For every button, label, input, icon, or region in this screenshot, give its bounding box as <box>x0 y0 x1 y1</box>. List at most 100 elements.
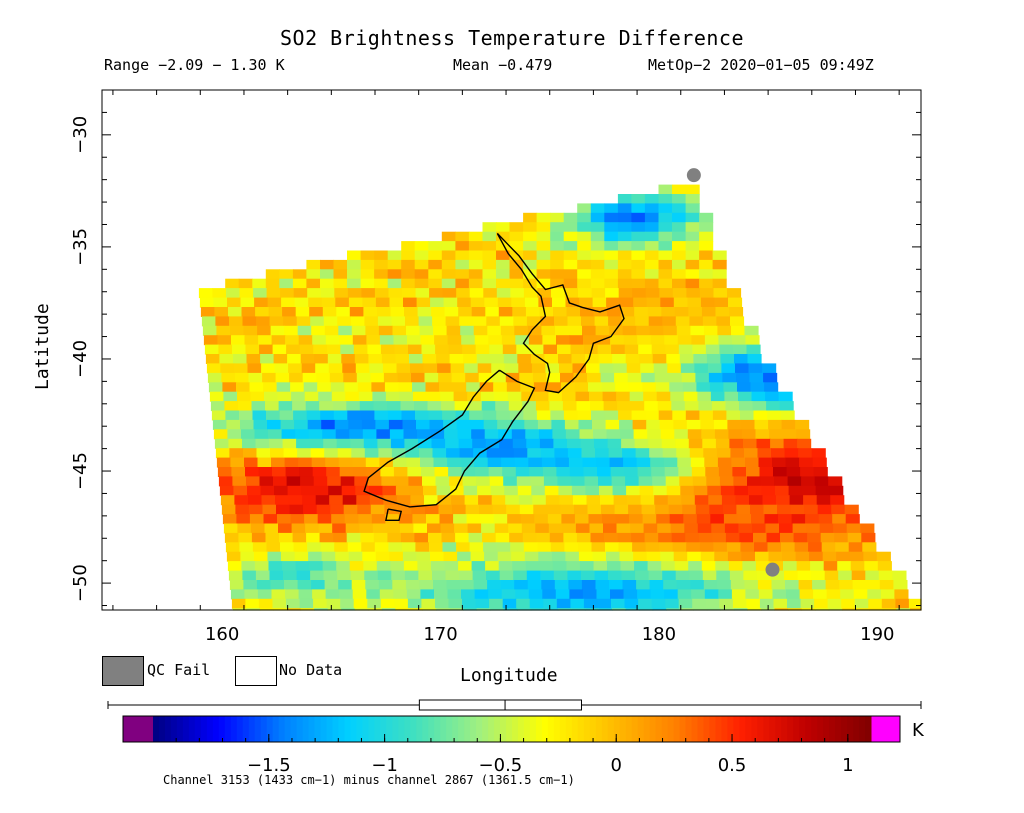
heatmap-cell <box>441 231 456 242</box>
heatmap-cell <box>795 419 810 430</box>
colorbar-tick-label: 0.5 <box>718 755 747 776</box>
heatmap-cell <box>678 598 693 609</box>
heatmap-cell <box>715 307 730 317</box>
heatmap-cell <box>764 514 779 525</box>
heatmap-cell <box>672 410 687 421</box>
heatmap-cell <box>669 382 684 393</box>
heatmap-cell <box>820 532 835 543</box>
heatmap-cell <box>354 354 369 364</box>
heatmap-cell <box>663 325 678 336</box>
heatmap-cell <box>328 363 343 374</box>
heatmap-cell <box>491 495 506 506</box>
heatmap-cell <box>563 269 578 280</box>
y-tick-label: −50 <box>70 564 91 602</box>
heatmap-cell <box>656 514 671 525</box>
heatmap-cell <box>685 184 700 195</box>
heatmap-cell <box>352 457 367 468</box>
colorbar-segment <box>847 716 854 742</box>
heatmap-cell <box>403 297 418 308</box>
heatmap-cell <box>672 222 687 233</box>
heatmap-cell <box>757 580 772 590</box>
colorbar-segment <box>703 716 710 742</box>
heatmap-cell <box>518 363 533 374</box>
colorbar-segment <box>266 716 274 742</box>
heatmap-cell <box>535 523 550 534</box>
heatmap-cell <box>437 495 452 506</box>
heatmap-cell <box>309 307 324 317</box>
heatmap-cell <box>593 429 608 440</box>
heatmap-cell <box>265 401 280 412</box>
heatmap-cell <box>256 448 271 459</box>
heatmap-cell <box>590 401 605 412</box>
heatmap-cell <box>287 485 302 496</box>
heatmap-cell <box>692 598 707 609</box>
heatmap-cell <box>706 476 721 487</box>
heatmap-cell <box>738 391 753 402</box>
heatmap-cell <box>822 551 837 562</box>
heatmap-cell <box>378 448 393 459</box>
heatmap-cell <box>577 222 592 233</box>
heatmap-cell <box>590 269 605 280</box>
colorbar-tick-label: 1 <box>842 755 853 776</box>
heatmap-cell <box>242 438 257 449</box>
heatmap-cell <box>297 580 312 590</box>
heatmap-cell <box>517 354 532 364</box>
heatmap-cell <box>725 401 740 412</box>
heatmap-cell <box>546 372 561 383</box>
colorbar-segment <box>512 716 519 742</box>
heatmap-cell <box>475 467 490 477</box>
heatmap-cell <box>646 551 661 562</box>
heatmap-cell <box>281 297 296 308</box>
heatmap-cell <box>542 589 557 600</box>
heatmap-cell <box>522 532 537 543</box>
heatmap-cell <box>412 514 427 525</box>
heatmap-cell <box>375 297 390 308</box>
heatmap-cell <box>793 532 808 543</box>
heatmap-cell <box>313 344 328 355</box>
heatmap-cell <box>502 344 517 355</box>
heatmap-cell <box>354 476 369 487</box>
heatmap-cell <box>444 561 459 572</box>
colorbar-segment <box>601 716 609 742</box>
colorbar-segment <box>727 716 734 742</box>
heatmap-cell <box>255 570 270 581</box>
heatmap-cell <box>314 608 329 611</box>
heatmap-cell <box>489 598 504 609</box>
heatmap-cell <box>296 570 311 581</box>
colorbar-segment <box>817 716 824 742</box>
heatmap-cell <box>418 316 433 327</box>
heatmap-cell <box>703 580 718 590</box>
heatmap-cell <box>347 410 362 421</box>
heatmap-cell <box>519 504 534 515</box>
heatmap-cell <box>496 231 511 242</box>
heatmap-cell <box>425 382 440 393</box>
heatmap-cell <box>324 580 339 590</box>
heatmap-cell <box>692 476 707 487</box>
heatmap-cell <box>624 467 639 477</box>
heatmap-cell <box>488 467 503 477</box>
heatmap-cell <box>702 316 717 327</box>
heatmap-cell <box>632 419 647 430</box>
heatmap-cell <box>662 316 677 327</box>
heatmap-cell <box>386 401 401 412</box>
heatmap-cell <box>365 457 380 468</box>
heatmap-cell <box>347 269 362 280</box>
heatmap-cell <box>665 344 680 355</box>
heatmap-cell <box>300 476 315 487</box>
heatmap-cell <box>638 598 653 609</box>
colorbar-segment <box>631 716 639 742</box>
heatmap-cell <box>512 307 527 317</box>
heatmap-cell <box>213 429 228 440</box>
heatmap-cell <box>338 325 353 336</box>
heatmap-cell <box>357 504 372 515</box>
heatmap-cell <box>415 410 430 421</box>
heatmap-cell <box>497 419 512 430</box>
heatmap-cell <box>728 297 743 308</box>
heatmap-cell <box>282 561 297 572</box>
heatmap-cell <box>658 259 673 270</box>
heatmap-cell <box>740 542 755 553</box>
heatmap-cell <box>720 354 735 364</box>
heatmap-cell <box>894 589 909 600</box>
heatmap-cell <box>414 241 429 252</box>
heatmap-cell <box>698 401 713 412</box>
